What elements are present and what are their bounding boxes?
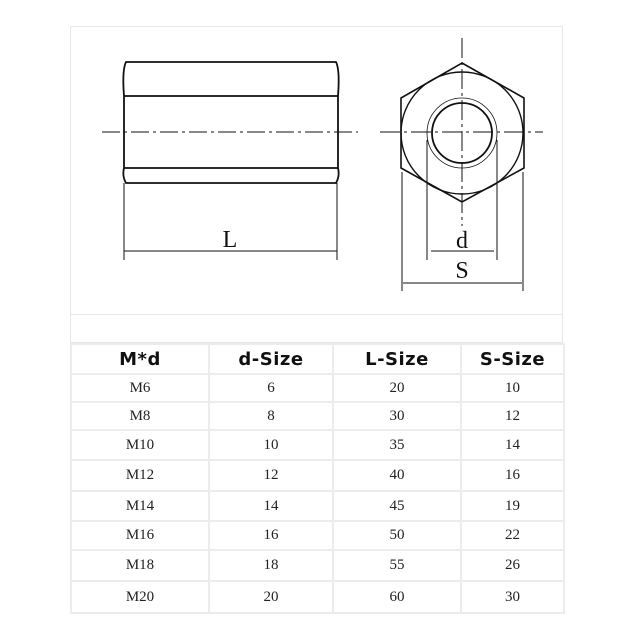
cell-d-size: 18: [208, 549, 334, 582]
cell-d-size: 14: [208, 490, 334, 522]
table-row: M12 12 40 16: [70, 459, 565, 492]
cell-s-size: 22: [460, 520, 565, 551]
header-md: M*d: [70, 343, 210, 375]
cell-l-size: 30: [332, 401, 462, 431]
d-label: d: [456, 228, 468, 254]
cell-l-size: 20: [332, 373, 462, 403]
cell-l-size: 50: [332, 520, 462, 551]
cell-s-size: 14: [460, 429, 565, 461]
cell-md: M8: [70, 401, 210, 431]
table-row: M10 10 35 14: [70, 429, 565, 461]
cell-md: M16: [70, 520, 210, 551]
table-header-row: M*d d-Size L-Size S-Size: [70, 343, 565, 375]
cell-md: M12: [70, 459, 210, 492]
cell-md: M14: [70, 490, 210, 522]
cell-md: M6: [70, 373, 210, 403]
cell-d-size: 16: [208, 520, 334, 551]
table-row: M8 8 30 12: [70, 401, 565, 431]
cell-s-size: 12: [460, 401, 565, 431]
header-d-size: d-Size: [208, 343, 334, 375]
s-label: S: [455, 258, 468, 284]
end-view: [380, 38, 543, 291]
cell-s-size: 16: [460, 459, 565, 492]
cell-l-size: 60: [332, 580, 462, 614]
blank-band: [70, 315, 563, 343]
cell-d-size: 8: [208, 401, 334, 431]
cell-d-size: 10: [208, 429, 334, 461]
hex-coupling-nut-drawing: L d S: [102, 38, 543, 291]
table-row: M20 20 60 30: [70, 580, 565, 614]
side-view: [102, 61, 358, 260]
cell-d-size: 6: [208, 373, 334, 403]
header-s-size: S-Size: [460, 343, 565, 375]
cell-l-size: 35: [332, 429, 462, 461]
cell-l-size: 45: [332, 490, 462, 522]
table-row: M18 18 55 26: [70, 549, 565, 582]
cell-l-size: 40: [332, 459, 462, 492]
length-label: L: [223, 227, 238, 253]
cell-s-size: 30: [460, 580, 565, 614]
table-row: M16 16 50 22: [70, 520, 565, 551]
table-row: M6 6 20 10: [70, 373, 565, 403]
cell-s-size: 19: [460, 490, 565, 522]
cell-md: M10: [70, 429, 210, 461]
cell-l-size: 55: [332, 549, 462, 582]
cell-s-size: 26: [460, 549, 565, 582]
cell-md: M20: [70, 580, 210, 614]
size-table: M*d d-Size L-Size S-Size M6 6 20 10 M8 8 30 12 M…: [70, 343, 565, 614]
header-l-size: L-Size: [332, 343, 462, 375]
cell-s-size: 10: [460, 373, 565, 403]
cell-md: M18: [70, 549, 210, 582]
table-row: M14 14 45 19: [70, 490, 565, 522]
cell-d-size: 20: [208, 580, 334, 614]
cell-d-size: 12: [208, 459, 334, 492]
